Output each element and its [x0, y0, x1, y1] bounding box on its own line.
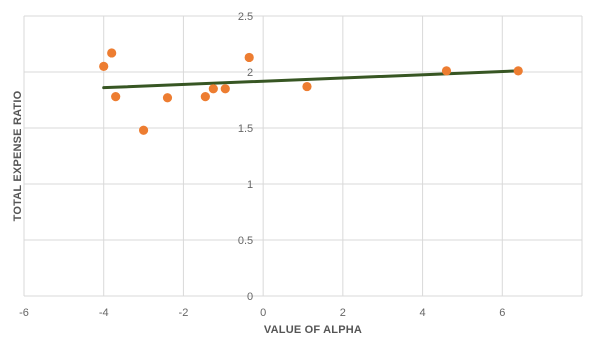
- y-tick-label: 0.5: [238, 235, 253, 247]
- x-axis-title: VALUE OF ALPHA: [264, 324, 362, 336]
- y-tick-label: 1: [247, 179, 253, 191]
- x-tick-label: -2: [179, 307, 189, 319]
- data-point: [441, 66, 452, 76]
- data-point: [513, 66, 523, 76]
- data-point: [208, 84, 218, 94]
- x-tick-label: 0: [260, 307, 266, 319]
- x-tick-label: 6: [499, 307, 505, 319]
- x-tick-label: -4: [99, 307, 109, 319]
- y-tick-label: 1.5: [238, 123, 253, 135]
- tick-labels: 0 0.5 1 1.5 2 2.5 -6 -4 -2 0 2 4 6: [19, 11, 505, 319]
- data-point: [99, 61, 109, 71]
- data-point: [244, 52, 254, 63]
- y-tick-label: 0: [247, 291, 253, 303]
- data-point: [107, 48, 117, 58]
- y-axis-title: TOTAL EXPENSE RATIO: [12, 90, 24, 221]
- data-point: [302, 81, 312, 92]
- grid-layer: [23, 15, 583, 297]
- x-tick-label: 2: [340, 307, 346, 319]
- data-point: [220, 84, 230, 94]
- x-tick-label: 4: [420, 307, 426, 319]
- data-point: [200, 92, 210, 102]
- y-tick-label: 2.5: [238, 11, 253, 23]
- data-points: [99, 48, 523, 135]
- y-tick-label: 2: [247, 67, 253, 79]
- x-tick-label: -6: [19, 307, 29, 319]
- data-point: [162, 93, 173, 103]
- data-point: [138, 125, 149, 135]
- data-point: [111, 92, 121, 102]
